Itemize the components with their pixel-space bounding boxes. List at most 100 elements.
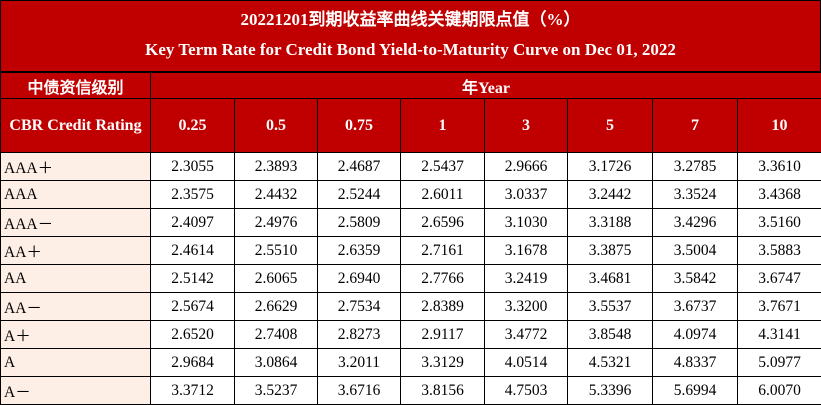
value-cell: 3.4296: [652, 208, 738, 237]
rating-cell: A－: [0, 376, 151, 405]
value-cell: 3.5160: [737, 208, 821, 237]
value-cell: 2.5244: [317, 180, 401, 209]
value-cell: 2.6596: [400, 208, 485, 237]
table-row: AA 2.5142 2.6065 2.6940 2.7766 3.2419 3.4681 3.…: [0, 264, 821, 293]
table-row: AAA－ 2.4097 2.4976 2.5809 2.6596 3.1030 3.3188…: [0, 208, 821, 237]
value-cell: 2.4097: [150, 208, 235, 237]
value-cell: 2.3893: [234, 152, 318, 181]
value-cell: 4.8337: [652, 348, 738, 377]
value-cell: 3.8156: [400, 376, 485, 405]
value-cell: 2.8273: [317, 320, 401, 349]
value-cell: 2.9117: [400, 320, 485, 349]
title-banner: 20221201到期收益率曲线关键期限点值（%） Key Term Rate f…: [0, 0, 821, 72]
value-cell: 3.5537: [567, 292, 653, 321]
value-cell: 2.6520: [150, 320, 235, 349]
value-cell: 2.7534: [317, 292, 401, 321]
title-en: Key Term Rate for Credit Bond Yield-to-M…: [145, 40, 676, 59]
value-cell: 3.2011: [317, 348, 401, 377]
table-row: A＋ 2.6520 2.7408 2.8273 2.9117 3.4772 3.8548 4.…: [0, 320, 821, 349]
value-cell: 2.6065: [234, 264, 318, 293]
column-header: 3: [484, 98, 568, 153]
value-cell: 3.4368: [737, 180, 821, 209]
value-cell: 3.6747: [737, 264, 821, 293]
value-cell: 3.3200: [484, 292, 568, 321]
value-cell: 4.0974: [652, 320, 738, 349]
year-label: 年Year: [150, 72, 821, 99]
value-cell: 3.2785: [652, 152, 738, 181]
value-cell: 2.5674: [150, 292, 235, 321]
rating-cell: AAA＋: [0, 152, 151, 181]
rating-cell: AA: [0, 264, 151, 293]
value-cell: 2.6940: [317, 264, 401, 293]
value-cell: 2.6011: [400, 180, 485, 209]
value-cell: 3.2419: [484, 264, 568, 293]
rating-cell: A＋: [0, 320, 151, 349]
value-cell: 3.5842: [652, 264, 738, 293]
value-cell: 3.0337: [484, 180, 568, 209]
table-row: AAA＋ 2.3055 2.3893 2.4687 2.5437 2.9666 3.1726…: [0, 152, 821, 181]
rating-cell: AA－: [0, 292, 151, 321]
column-header: 0.25: [150, 98, 235, 153]
value-cell: 2.5142: [150, 264, 235, 293]
column-header: 10: [737, 98, 821, 153]
column-header: 5: [567, 98, 653, 153]
value-cell: 3.0864: [234, 348, 318, 377]
value-cell: 3.3875: [567, 236, 653, 265]
value-cell: 3.5883: [737, 236, 821, 265]
value-cell: 2.6359: [317, 236, 401, 265]
table-row: AAA 2.3575 2.4432 2.5244 2.6011 3.0337 3.2442 3…: [0, 180, 821, 209]
value-cell: 3.7671: [737, 292, 821, 321]
column-header: 7: [652, 98, 738, 153]
value-cell: 2.9666: [484, 152, 568, 181]
value-cell: 2.9684: [150, 348, 235, 377]
table-row: AA－ 2.5674 2.6629 2.7534 2.8389 3.3200 3.5537 3…: [0, 292, 821, 321]
value-cell: 4.0514: [484, 348, 568, 377]
value-cell: 3.4772: [484, 320, 568, 349]
value-cell: 4.5321: [567, 348, 653, 377]
value-cell: 2.3575: [150, 180, 235, 209]
value-cell: 3.6716: [317, 376, 401, 405]
value-cell: 5.6994: [652, 376, 738, 405]
title-cn: 20221201到期收益率曲线关键期限点值（%）: [240, 10, 581, 29]
value-cell: 3.2442: [567, 180, 653, 209]
value-cell: 2.7161: [400, 236, 485, 265]
table-row: A－ 3.3712 3.5237 3.6716 3.8156 4.7503 5.3396 5.…: [0, 376, 821, 405]
rating-label-cn: 中债资信级别: [0, 72, 151, 99]
value-cell: 2.4687: [317, 152, 401, 181]
value-cell: 2.4614: [150, 236, 235, 265]
value-cell: 3.3188: [567, 208, 653, 237]
value-cell: 4.3141: [737, 320, 821, 349]
value-cell: 2.4432: [234, 180, 318, 209]
value-cell: 3.3524: [652, 180, 738, 209]
rating-cell: A: [0, 348, 151, 377]
column-header: 0.5: [234, 98, 318, 153]
value-cell: 2.6629: [234, 292, 318, 321]
value-cell: 3.5004: [652, 236, 738, 265]
value-cell: 2.5809: [317, 208, 401, 237]
rating-cell: AAA: [0, 180, 151, 209]
column-header: 0.75: [317, 98, 401, 153]
value-cell: 3.1678: [484, 236, 568, 265]
value-cell: 6.0070: [737, 376, 821, 405]
value-cell: 3.4681: [567, 264, 653, 293]
value-cell: 4.7503: [484, 376, 568, 405]
value-cell: 3.3712: [150, 376, 235, 405]
value-cell: 2.4976: [234, 208, 318, 237]
value-cell: 3.3129: [400, 348, 485, 377]
value-cell: 3.1726: [567, 152, 653, 181]
value-cell: 2.7408: [234, 320, 318, 349]
value-cell: 2.5510: [234, 236, 318, 265]
table-row: A 2.9684 3.0864 3.2011 3.3129 4.0514 4.5321 4.8…: [0, 348, 821, 377]
rating-label-en: CBR Credit Rating: [0, 98, 151, 153]
rating-cell: AAA－: [0, 208, 151, 237]
value-cell: 2.3055: [150, 152, 235, 181]
value-cell: 3.8548: [567, 320, 653, 349]
value-cell: 5.0977: [737, 348, 821, 377]
yield-table: 中债资信级别 年Year CBR Credit Rating 0.25 0.5 0.…: [0, 72, 821, 405]
table-row: AA＋ 2.4614 2.5510 2.6359 2.7161 3.1678 3.3875 3…: [0, 236, 821, 265]
value-cell: 2.8389: [400, 292, 485, 321]
value-cell: 3.3610: [737, 152, 821, 181]
value-cell: 5.3396: [567, 376, 653, 405]
value-cell: 3.6737: [652, 292, 738, 321]
